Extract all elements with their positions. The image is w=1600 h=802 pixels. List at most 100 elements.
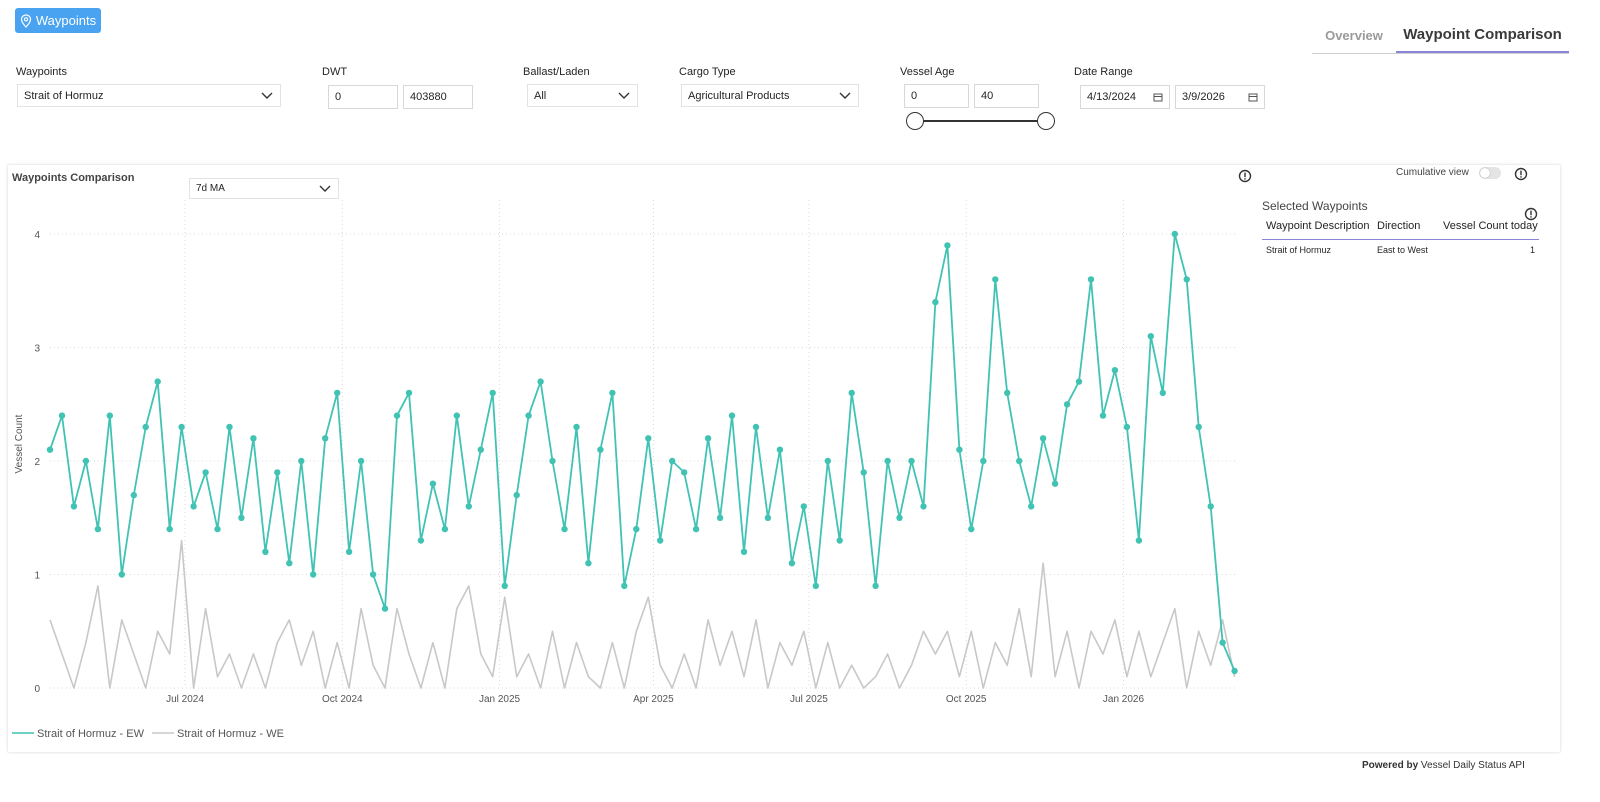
data-point-ew bbox=[896, 514, 903, 521]
data-point-ew bbox=[501, 582, 508, 590]
y-tick-label: 4 bbox=[34, 230, 40, 241]
data-point-ew bbox=[1147, 333, 1155, 340]
data-point-ew bbox=[561, 525, 568, 533]
vessel-age-slider-min-handle[interactable] bbox=[906, 112, 924, 130]
data-point-ew bbox=[788, 560, 796, 567]
cumulative-view-label: Cumulative view bbox=[1396, 167, 1469, 178]
data-point-ew bbox=[908, 457, 915, 465]
vessel-age-filter-label: Vessel Age bbox=[900, 66, 955, 78]
dwt-min-input[interactable]: 0 bbox=[328, 85, 398, 109]
calendar-icon[interactable] bbox=[1153, 92, 1163, 102]
table-header-direction[interactable]: Direction bbox=[1377, 220, 1421, 232]
cargo-type-dropdown[interactable]: Agricultural Products bbox=[681, 84, 859, 107]
table-header-vessel-count[interactable]: Vessel Count today bbox=[1443, 220, 1538, 232]
row-description: Strait of Hormuz bbox=[1266, 245, 1332, 255]
data-point-ew bbox=[633, 525, 640, 533]
data-point-ew bbox=[776, 446, 784, 453]
vessel-age-slider-max-handle[interactable] bbox=[1037, 112, 1055, 130]
data-point-ew bbox=[238, 514, 245, 521]
ballast-laden-dropdown[interactable]: All bbox=[527, 84, 638, 107]
data-point-ew bbox=[405, 389, 413, 397]
data-point-ew bbox=[1051, 480, 1059, 487]
data-point-ew bbox=[130, 491, 137, 499]
date-range-end-input[interactable]: 3/9/2026 bbox=[1175, 85, 1265, 109]
cumulative-info-icon[interactable] bbox=[1514, 167, 1528, 181]
data-point-ew bbox=[1207, 503, 1214, 510]
data-point-ew bbox=[1183, 276, 1190, 283]
vessel-age-min-input[interactable]: 0 bbox=[904, 84, 969, 108]
tab-overview[interactable]: Overview bbox=[1325, 27, 1383, 43]
data-point-ew bbox=[345, 548, 353, 555]
table-info-icon[interactable] bbox=[1524, 207, 1538, 221]
data-point-ew bbox=[274, 469, 281, 476]
table-header-description[interactable]: Waypoint Description bbox=[1266, 220, 1370, 232]
powered-by-footer: Powered by Vessel Daily Status API bbox=[1362, 760, 1525, 771]
data-point-ew bbox=[322, 435, 329, 442]
y-tick-label: 0 bbox=[34, 684, 40, 695]
x-tick-label: Jan 2026 bbox=[1103, 694, 1145, 705]
data-point-ew bbox=[70, 503, 78, 510]
y-axis-label: Vessel Count bbox=[14, 414, 25, 473]
chevron-down-icon bbox=[319, 185, 331, 192]
y-tick-label: 3 bbox=[34, 344, 40, 355]
date-range-filter-label: Date Range bbox=[1074, 66, 1133, 78]
x-tick-label: Oct 2025 bbox=[946, 694, 987, 705]
data-point-ew bbox=[142, 423, 149, 431]
calendar-icon[interactable] bbox=[1248, 92, 1258, 102]
data-point-ew bbox=[453, 412, 460, 419]
data-point-ew bbox=[800, 503, 807, 510]
data-point-ew bbox=[848, 389, 855, 397]
dwt-max-input[interactable]: 403880 bbox=[403, 85, 473, 109]
data-point-ew bbox=[980, 457, 987, 465]
data-point-ew bbox=[657, 537, 664, 544]
data-point-ew bbox=[992, 276, 999, 283]
x-tick-label: Jul 2024 bbox=[166, 694, 204, 705]
date-range-start-input[interactable]: 4/13/2024 bbox=[1080, 85, 1170, 109]
row-direction: East to West bbox=[1377, 245, 1428, 255]
waypoints-dropdown[interactable]: Strait of Hormuz bbox=[17, 84, 281, 107]
data-point-ew bbox=[573, 423, 580, 431]
ballast-laden-filter-label: Ballast/Laden bbox=[523, 66, 590, 78]
data-point-ew bbox=[884, 457, 891, 465]
data-point-ew bbox=[585, 560, 592, 567]
data-point-ew bbox=[1039, 435, 1047, 442]
page-tabs: Overview Waypoint Comparison bbox=[1312, 18, 1569, 54]
vessel-age-slider-track[interactable] bbox=[915, 120, 1046, 122]
data-point-ew bbox=[1028, 503, 1035, 510]
panel-title: Waypoints Comparison bbox=[12, 172, 135, 184]
moving-average-value: 7d MA bbox=[196, 183, 225, 194]
tab-waypoint-comparison[interactable]: Waypoint Comparison bbox=[1396, 18, 1569, 53]
chevron-down-icon bbox=[261, 92, 273, 99]
data-point-ew bbox=[334, 389, 341, 397]
data-point-ew bbox=[740, 548, 748, 555]
data-point-ew bbox=[477, 446, 484, 453]
data-point-ew bbox=[1087, 276, 1095, 283]
legend-label: Strait of Hormuz - EW bbox=[37, 728, 145, 740]
data-point-ew bbox=[489, 389, 496, 397]
data-point-ew bbox=[1111, 367, 1119, 374]
data-point-ew bbox=[429, 480, 437, 487]
selected-waypoints-title: Selected Waypoints bbox=[1262, 199, 1368, 213]
waypoints-badge-button[interactable]: Waypoints bbox=[15, 8, 101, 33]
data-point-ew bbox=[250, 435, 257, 442]
data-point-ew bbox=[669, 457, 676, 465]
data-point-ew bbox=[417, 537, 425, 544]
chart-info-icon[interactable] bbox=[1238, 169, 1252, 183]
vessel-age-max-input[interactable]: 40 bbox=[974, 84, 1039, 108]
data-point-ew bbox=[764, 514, 772, 521]
series-line-ew bbox=[49, 233, 1236, 672]
table-row[interactable]: Strait of Hormuz East to West 1 bbox=[1262, 240, 1539, 262]
x-tick-label: Jul 2025 bbox=[790, 694, 828, 705]
cumulative-view-toggle[interactable] bbox=[1479, 167, 1501, 179]
data-point-ew bbox=[1231, 667, 1238, 675]
data-point-ew bbox=[118, 571, 126, 578]
data-point-ew bbox=[94, 525, 102, 533]
data-point-ew bbox=[932, 298, 939, 306]
data-point-ew bbox=[1063, 401, 1071, 408]
data-point-ew bbox=[178, 423, 185, 431]
y-tick-label: 1 bbox=[34, 571, 40, 582]
data-point-ew bbox=[286, 560, 293, 567]
moving-average-dropdown[interactable]: 7d MA bbox=[189, 178, 339, 199]
data-point-ew bbox=[525, 412, 532, 419]
data-point-ew bbox=[513, 491, 520, 499]
